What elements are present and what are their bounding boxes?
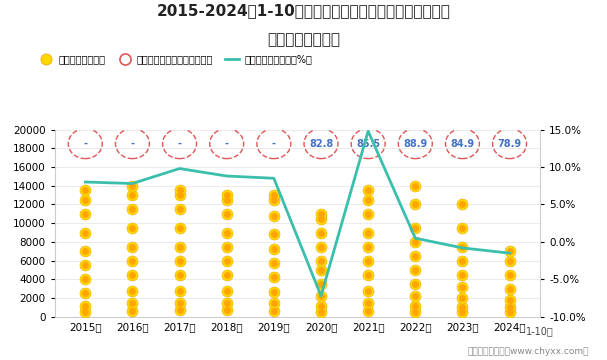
Text: 1-10月: 1-10月: [526, 326, 554, 336]
Text: -: -: [178, 139, 181, 149]
Legend: 营业收入（亿元）, 平均用工人数累计值（万人）, 营业收入累计增长（%）: 营业收入（亿元）, 平均用工人数累计值（万人）, 营业收入累计增长（%）: [35, 50, 316, 68]
Text: -: -: [83, 139, 87, 149]
Text: 2015-2024年1-10月木材加工和木、竹、藤、棕、草制品: 2015-2024年1-10月木材加工和木、竹、藤、棕、草制品: [157, 4, 450, 19]
Text: -: -: [272, 139, 276, 149]
Text: -: -: [225, 139, 229, 149]
Text: 84.9: 84.9: [450, 139, 475, 149]
Text: -: -: [131, 139, 134, 149]
Text: 82.8: 82.8: [309, 139, 333, 149]
Text: 78.9: 78.9: [498, 139, 521, 149]
Text: 业企业营收统计图: 业企业营收统计图: [267, 32, 340, 48]
Text: 88.9: 88.9: [403, 139, 427, 149]
Text: 制图：智研咨询（www.chyxx.com）: 制图：智研咨询（www.chyxx.com）: [467, 347, 589, 356]
Text: 85.5: 85.5: [356, 139, 380, 149]
